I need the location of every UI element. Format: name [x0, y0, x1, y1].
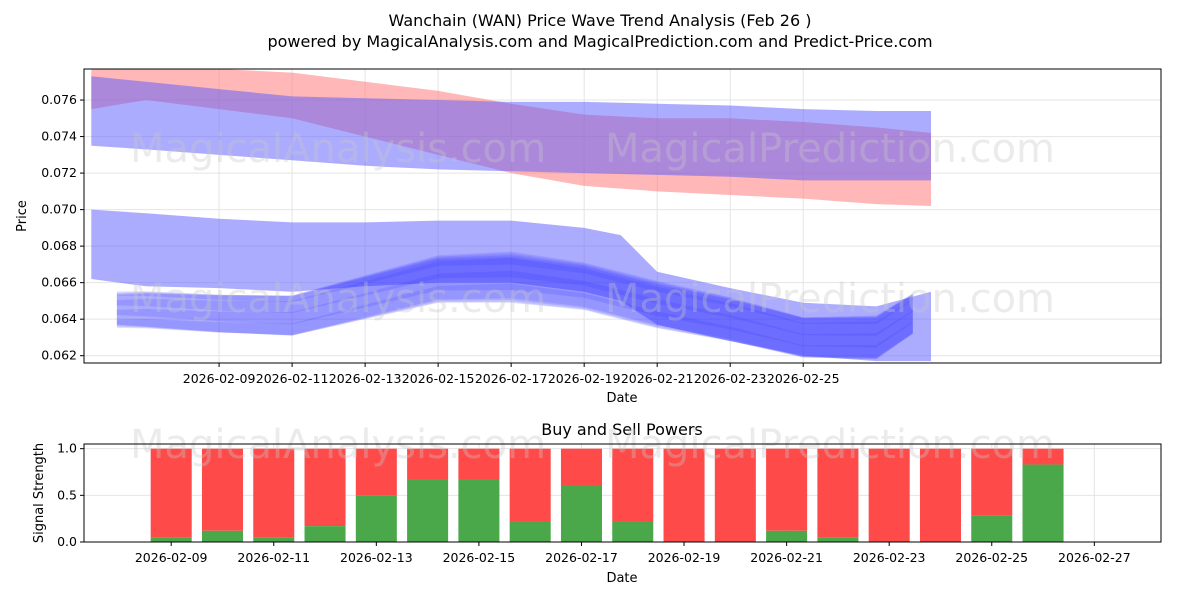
price-y-tick-label: 0.062	[41, 348, 77, 363]
buy-bar	[253, 537, 295, 542]
price-panel: MagicalAnalysis.com MagicalPrediction.co…	[15, 68, 1162, 406]
price-y-tick-label: 0.074	[41, 129, 77, 144]
buy-bar	[1022, 464, 1064, 542]
buy-bar	[817, 537, 859, 542]
signal-panel: Buy and Sell Powers MagicalAnalysis.com …	[32, 420, 1162, 586]
price-x-axis: 2026-02-09 2026-02-11 2026-02-13 2026-02-15…	[183, 363, 840, 386]
wave-layer-5	[116, 283, 913, 358]
watermark-analysis-signal: MagicalAnalysis.com	[130, 422, 546, 468]
buy-bar	[766, 530, 808, 542]
buy-bar	[458, 479, 500, 542]
watermark-prediction-signal: MagicalPrediction.com	[605, 422, 1055, 468]
buy-bar	[355, 495, 397, 542]
signal-x-tick-label: 2026-02-09	[135, 550, 208, 565]
price-x-tick-label: 2026-02-25	[767, 371, 840, 386]
wave-layer-3	[116, 270, 913, 359]
signal-x-tick-label: 2026-02-15	[443, 550, 516, 565]
price-y-tick-label: 0.068	[41, 238, 77, 253]
wave-layer-4	[116, 255, 913, 336]
wave-layer-1	[116, 258, 913, 359]
sell-bar	[201, 448, 243, 531]
signal-x-tick-label: 2026-02-21	[750, 550, 823, 565]
signal-y-tick-label: 0.0	[57, 534, 77, 549]
price-band-1	[91, 76, 931, 181]
price-x-tick-label: 2026-02-13	[329, 371, 402, 386]
signal-bars	[150, 448, 1064, 542]
price-x-tick-label: 2026-02-15	[402, 371, 475, 386]
buy-bar	[201, 530, 243, 542]
price-plot-frame	[83, 68, 1162, 364]
watermark-prediction-lower: MagicalPrediction.com	[605, 276, 1055, 322]
watermark-analysis-lower: MagicalAnalysis.com	[130, 276, 546, 322]
price-y-axis: 0.062 0.064 0.066 0.068 0.070 0.072 0.074 0.076	[41, 92, 84, 363]
signal-y-axis-label: Signal Strength	[32, 443, 47, 543]
signal-x-axis-label: Date	[606, 571, 637, 586]
sell-bar	[919, 448, 961, 542]
sell-bar	[766, 448, 808, 531]
signal-x-tick-label: 2026-02-11	[237, 550, 310, 565]
sell-bar	[150, 448, 192, 538]
buy-bar	[407, 479, 449, 542]
signal-plot-frame	[83, 443, 1162, 543]
signal-x-tick-label: 2026-02-17	[545, 550, 618, 565]
signal-x-tick-label: 2026-02-13	[340, 550, 413, 565]
price-y-tick-label: 0.076	[41, 92, 77, 107]
sell-bar	[714, 448, 756, 542]
sell-bar	[971, 448, 1013, 516]
buy-bar	[304, 526, 346, 542]
sell-bar	[304, 448, 346, 527]
buy-bar	[971, 515, 1013, 542]
wave-layer-2	[116, 253, 913, 348]
watermark-analysis: MagicalAnalysis.com	[130, 126, 546, 172]
chart-title: Wanchain (WAN) Price Wave Trend Analysis…	[389, 11, 812, 30]
price-y-tick-label: 0.072	[41, 165, 77, 180]
price-y-tick-label: 0.066	[41, 275, 77, 290]
sell-bar	[253, 448, 295, 538]
signal-x-axis: 2026-02-09 2026-02-11 2026-02-13 2026-02-15…	[135, 542, 1131, 565]
signal-y-axis: 0.0 0.5 1.0	[57, 441, 84, 549]
signal-x-tick-label: 2026-02-27	[1058, 550, 1131, 565]
signal-y-tick-label: 1.0	[57, 441, 77, 456]
sell-bar	[560, 448, 602, 486]
price-x-tick-label: 2026-02-23	[694, 371, 767, 386]
price-x-tick-label: 2026-02-17	[475, 371, 548, 386]
buy-bar	[150, 537, 192, 542]
sell-bar	[612, 448, 654, 522]
buy-bar	[560, 486, 602, 542]
price-x-tick-label: 2026-02-21	[621, 371, 694, 386]
buy-bar	[509, 521, 551, 542]
signal-x-tick-label: 2026-02-19	[648, 550, 721, 565]
price-bands	[91, 69, 931, 362]
sell-bar	[458, 448, 500, 480]
sell-bar	[407, 448, 449, 480]
price-y-axis-label: Price	[15, 200, 30, 232]
price-x-tick-label: 2026-02-19	[548, 371, 621, 386]
price-x-tick-label: 2026-02-09	[183, 371, 256, 386]
wave-layer-0	[116, 251, 913, 360]
buy-bar	[612, 521, 654, 542]
sell-bar	[355, 448, 397, 496]
price-x-axis-label: Date	[606, 391, 637, 406]
sell-bar	[663, 448, 705, 542]
price-band-2	[91, 209, 931, 362]
watermark-prediction: MagicalPrediction.com	[605, 126, 1055, 172]
signal-x-tick-label: 2026-02-23	[853, 550, 926, 565]
signal-y-tick-label: 0.5	[57, 487, 77, 502]
sell-bar	[509, 448, 551, 522]
signal-x-tick-label: 2026-02-25	[955, 550, 1028, 565]
price-y-tick-label: 0.064	[41, 311, 77, 326]
price-y-tick-label: 0.070	[41, 202, 77, 217]
sell-bar	[868, 448, 910, 542]
signal-panel-title: Buy and Sell Powers	[541, 420, 703, 439]
chart-subtitle: powered by MagicalAnalysis.com and Magic…	[267, 32, 932, 51]
sell-bar	[1022, 448, 1064, 465]
sell-bar	[817, 448, 859, 538]
price-x-tick-label: 2026-02-11	[256, 371, 329, 386]
